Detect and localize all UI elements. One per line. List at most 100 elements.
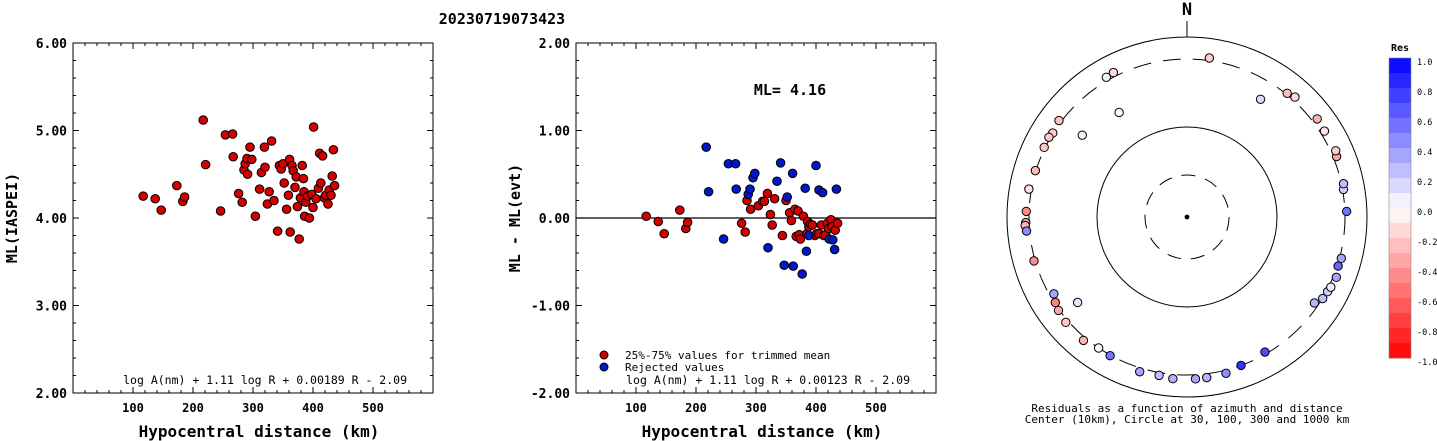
residual-point [1030, 165, 1041, 176]
residual-point [1021, 206, 1031, 217]
colorbar-label: -0.4 [1417, 268, 1437, 278]
residual-point [1039, 142, 1049, 153]
colorbar-segment [1389, 253, 1411, 269]
x-tick-label: 300 [242, 401, 264, 415]
data-point [832, 218, 843, 229]
colorbar-segment [1389, 163, 1411, 179]
data-point [281, 204, 292, 215]
data-point [745, 204, 756, 215]
residual-point [1050, 297, 1061, 308]
data-point [138, 191, 148, 201]
residual-point [1077, 130, 1087, 140]
data-point [828, 235, 838, 245]
data-point [817, 187, 828, 198]
data-point [811, 160, 821, 171]
x-axis-label: Hypocentral distance (km) [139, 422, 380, 441]
residual-point [1053, 305, 1064, 316]
x-tick-label: 100 [625, 401, 647, 415]
y-axis-label: ML - ML(evt) [506, 164, 524, 272]
ring-30km [1144, 174, 1230, 260]
residual-point [1049, 289, 1059, 299]
legend-label: 25%-75% values for trimmed mean [625, 349, 830, 362]
residual-point [1093, 343, 1104, 353]
residual-point [1312, 114, 1322, 124]
data-point [775, 158, 786, 168]
data-point [254, 184, 265, 194]
legend-label: Rejected values [625, 361, 724, 374]
residual-colorbar: Res 1.0 0.8 0.6 0.4 0.2 0.0 -0.2 -0.4 -0.6 -0.8 -1.… [1388, 43, 1437, 368]
data-point [804, 230, 814, 241]
colorbar-segment [1389, 328, 1411, 344]
residual-point [1282, 88, 1292, 98]
data-point [682, 217, 693, 228]
data-point [736, 218, 747, 229]
colorbar-segment [1389, 193, 1411, 209]
y-tick-label: 2.00 [539, 37, 570, 52]
colorbar-label: 0.6 [1417, 118, 1432, 128]
data-point [777, 230, 788, 241]
data-point [227, 129, 238, 139]
data-point [198, 115, 208, 125]
x-tick-label: 400 [302, 401, 324, 415]
residual-point [1105, 351, 1115, 361]
data-point [750, 168, 760, 179]
data-point [328, 144, 339, 155]
data-point [294, 234, 305, 244]
residual-point [1029, 256, 1039, 266]
data-point [782, 192, 793, 202]
residual-point [1024, 184, 1034, 194]
data-point [215, 206, 226, 216]
y-tick-label: 1.00 [539, 125, 570, 140]
residual-point [1290, 92, 1300, 102]
colorbar-segment [1389, 73, 1411, 89]
colorbar-segment [1389, 178, 1411, 194]
residual-point [1309, 298, 1320, 308]
data-point [150, 193, 160, 204]
y-axis-label: ML(IASPEI) [3, 173, 21, 263]
residual-point [1054, 115, 1064, 126]
colorbar-title: Res [1391, 43, 1409, 54]
residual-point [1336, 253, 1346, 264]
residual-point [1204, 53, 1215, 63]
residual-point [1333, 261, 1343, 271]
data-point [264, 186, 275, 197]
center-dot [1184, 214, 1190, 220]
residual-point [1168, 374, 1178, 384]
data-point [326, 190, 336, 201]
ml-annotation: ML= 4.16 [754, 81, 826, 99]
data-point [323, 199, 333, 209]
colorbar-segment [1389, 298, 1411, 314]
data-point [259, 142, 270, 152]
data-point [800, 183, 811, 194]
colorbar-segment [1389, 313, 1411, 329]
data-point [659, 228, 670, 239]
figure-title: 20230719073423 [439, 10, 565, 28]
colorbar-segment [1389, 343, 1411, 359]
colorbar-segment [1389, 58, 1411, 74]
y-tick-label: -1.00 [531, 300, 570, 315]
residual-point [1134, 367, 1145, 377]
colorbar-segment [1389, 238, 1411, 254]
x-axis-label: Hypocentral distance (km) [642, 422, 883, 441]
data-point [272, 226, 283, 236]
data-point [156, 205, 166, 215]
colorbar-frame [1388, 57, 1412, 359]
legend-marker [599, 362, 609, 372]
residual-vs-distance-panel: 100 200 300 400 500 2.00 1.00 0.00 -1.00 -2.00 Hyp… [506, 37, 937, 441]
colorbar-segment [1389, 103, 1411, 119]
data-point [769, 193, 780, 204]
data-point [801, 246, 812, 257]
colorbar-label: -0.6 [1417, 298, 1437, 308]
x-tick-label: 100 [122, 401, 144, 415]
legend-marker [599, 350, 609, 360]
residual-point [1061, 317, 1071, 328]
colorbar-segment [1389, 118, 1411, 134]
data-point [311, 193, 321, 204]
data-point [316, 178, 326, 188]
data-point [718, 234, 729, 244]
data-point [290, 182, 300, 193]
colorbar-segment [1389, 148, 1411, 164]
colorbar-segment [1389, 283, 1411, 299]
data-point [266, 136, 277, 146]
